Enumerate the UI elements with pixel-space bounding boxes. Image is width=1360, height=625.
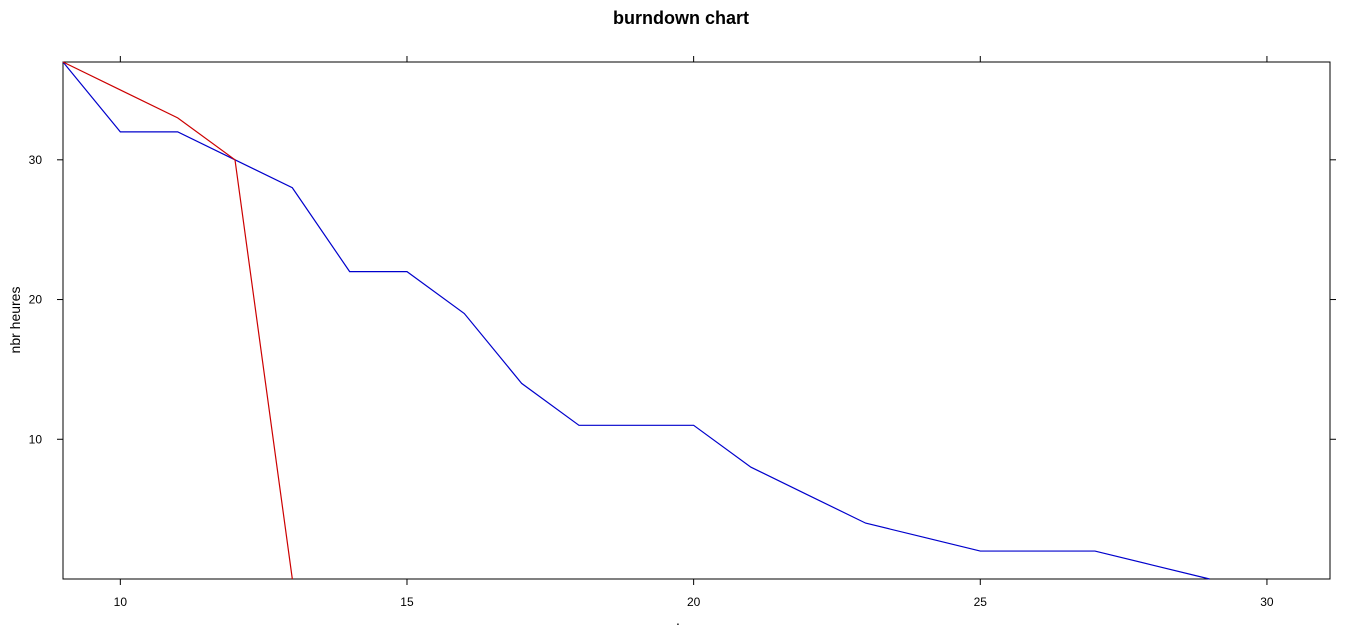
y-axis-label: nbr heures	[7, 287, 23, 354]
x-tick-label-25: 25	[974, 595, 988, 609]
chart-title: burndown chart	[613, 8, 749, 28]
x-tick-label-30: 30	[1260, 595, 1274, 609]
series-line-actual	[62, 61, 1210, 580]
x-axis-label: .	[676, 612, 680, 625]
x-tick-label-10: 10	[114, 595, 128, 609]
y-axis-ticks: 10 20 30	[29, 153, 1336, 446]
x-tick-label-20: 20	[687, 595, 701, 609]
y-tick-label-20: 20	[29, 293, 43, 307]
y-tick-label-30: 30	[29, 153, 43, 167]
y-tick-label-10: 10	[29, 432, 43, 446]
plot-frame	[62, 61, 1331, 580]
x-axis-ticks: 10 15 20 25 30	[114, 56, 1274, 609]
x-tick-label-15: 15	[400, 595, 414, 609]
series-line-planned	[62, 61, 293, 580]
series-layer	[62, 61, 1210, 580]
